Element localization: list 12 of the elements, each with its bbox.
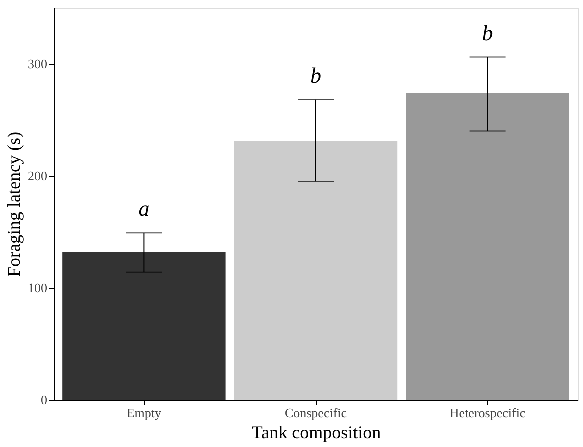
y-axis-title: Foraging latency (s) <box>4 132 24 277</box>
x-tick-label: Conspecific <box>284 406 348 420</box>
x-tick-label: Heterospecific <box>450 406 526 420</box>
annotation: b <box>310 62 322 88</box>
y-tick-label: 200 <box>28 168 48 184</box>
x-axis-title: Tank composition <box>252 422 382 442</box>
y-tick-label: 100 <box>28 280 48 296</box>
y-tick-label: 0 <box>41 392 48 408</box>
y-tick-label: 300 <box>28 56 48 72</box>
annotation: b <box>482 20 494 46</box>
x-tick-label: Empty <box>126 406 162 420</box>
annotation: a <box>138 196 150 222</box>
